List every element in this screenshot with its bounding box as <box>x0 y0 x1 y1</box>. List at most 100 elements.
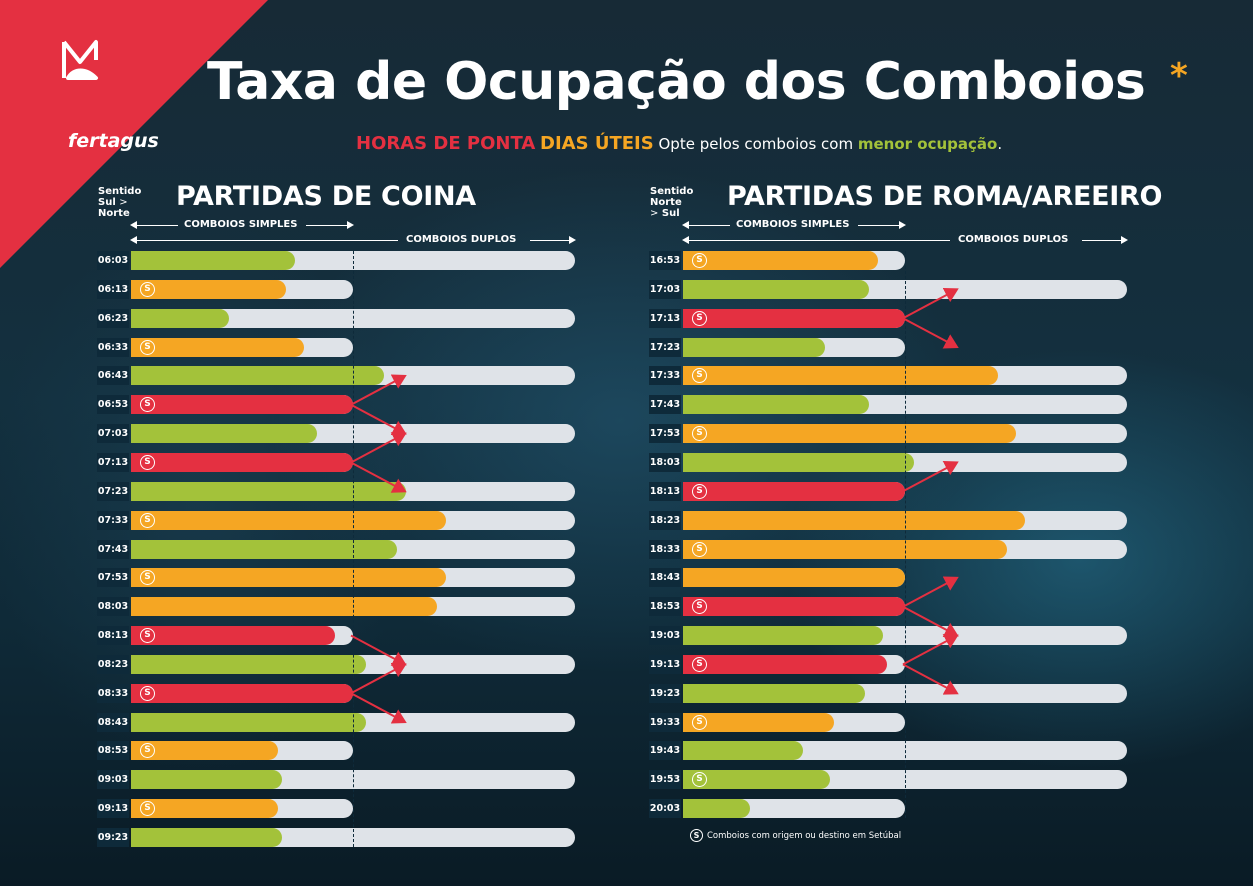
capacity-track-single: S <box>131 741 353 760</box>
train-row-0833: 08:33 S <box>97 684 575 703</box>
departure-time: 06:13 <box>97 280 129 299</box>
occupancy-bar-red <box>131 684 353 703</box>
departure-time: 17:53 <box>649 424 681 443</box>
occupancy-bar-green <box>131 482 406 501</box>
transfer-arrow <box>902 663 959 695</box>
train-row-1923: 19:23 <box>649 684 1127 703</box>
direction-sep: > <box>119 197 128 208</box>
departure-time: 17:03 <box>649 280 681 299</box>
departure-time: 07:43 <box>97 540 129 559</box>
occupancy-bar-orange <box>131 741 278 760</box>
simple-capacity-divider <box>353 251 354 847</box>
capacity-track-single: S <box>131 395 353 414</box>
capacity-track-single: S <box>683 713 905 732</box>
setubal-icon: S <box>140 340 155 355</box>
occupancy-bar-green <box>683 684 865 703</box>
footnote: S Comboios com origem ou destino em Setúb… <box>690 829 901 842</box>
direction-label-roma: Sentido Norte > Sul <box>650 186 693 219</box>
departure-time: 07:13 <box>97 453 129 472</box>
departure-time: 08:23 <box>97 655 129 674</box>
legend-duplos-arrow-right <box>1082 236 1128 244</box>
setubal-icon: S <box>140 628 155 643</box>
departure-time: 08:13 <box>97 626 129 645</box>
occupancy-bar-green <box>131 251 295 270</box>
direction-sep: > <box>650 208 659 219</box>
departure-time: 06:33 <box>97 338 129 357</box>
legend-duplos-arrow-left <box>130 236 398 244</box>
panel-title-coina: PARTIDAS DE COINA <box>176 181 476 212</box>
occupancy-bar-orange <box>131 511 446 530</box>
departure-time: 07:23 <box>97 482 129 501</box>
page-title: Taxa de Ocupação dos Comboios <box>207 52 1146 112</box>
departure-time: 09:13 <box>97 799 129 818</box>
fertagus-logo: fertagus <box>30 38 159 152</box>
departure-time: 18:13 <box>649 482 681 501</box>
transfer-arrow <box>902 287 959 320</box>
capacity-track-single: S <box>131 799 353 818</box>
setubal-icon: S <box>692 715 707 730</box>
legend-simples-arrow-left <box>682 221 730 229</box>
departure-time: 07:53 <box>97 568 129 587</box>
occupancy-bar-orange <box>683 424 1016 443</box>
train-row-0853: 08:53 S <box>97 741 575 760</box>
capacity-track-single: S <box>683 309 905 328</box>
departure-time: 08:03 <box>97 597 129 616</box>
occupancy-bar-orange <box>683 366 998 385</box>
subtitle-advice: Opte pelos comboios com <box>658 135 854 153</box>
departure-time: 08:53 <box>97 741 129 760</box>
departure-time: 09:23 <box>97 828 129 847</box>
setubal-icon: S <box>140 397 155 412</box>
occupancy-bar-red <box>683 597 905 616</box>
setubal-icon: S <box>690 829 703 842</box>
occupancy-bar-green <box>131 713 366 732</box>
occupancy-bar-green <box>683 770 830 789</box>
train-row-0813: 08:13 S <box>97 626 575 645</box>
occupancy-bar-green <box>683 395 869 414</box>
direction-to: Norte <box>98 208 130 219</box>
departure-time: 08:33 <box>97 684 129 703</box>
occupancy-bar-orange <box>131 280 286 299</box>
train-row-0703: 07:03 <box>97 424 575 443</box>
departure-time: 19:23 <box>649 684 681 703</box>
setubal-icon: S <box>140 513 155 528</box>
setubal-icon: S <box>140 801 155 816</box>
occupancy-bar-green <box>683 741 803 760</box>
direction-word: Sentido <box>650 186 694 197</box>
capacity-track-single: S <box>683 597 905 616</box>
occupancy-bar-green <box>683 626 883 645</box>
direction-to: Sul <box>661 208 680 219</box>
train-row-1653: 16:53 S <box>649 251 1127 270</box>
occupancy-bar-orange <box>131 338 304 357</box>
occupancy-bar-red <box>131 453 353 472</box>
legend-simples: COMBOIOS SIMPLES <box>736 219 850 230</box>
subtitle-lower-occupancy: menor ocupação <box>857 135 998 153</box>
occupancy-bar-green <box>131 309 229 328</box>
capacity-track-single: S <box>131 684 353 703</box>
setubal-icon: S <box>692 484 707 499</box>
departure-time: 09:03 <box>97 770 129 789</box>
occupancy-bar-green <box>131 540 397 559</box>
departure-time: 18:43 <box>649 568 681 587</box>
occupancy-bar-green <box>683 453 914 472</box>
subtitle-weekdays: DIAS ÚTEIS <box>540 133 654 154</box>
departure-time: 06:03 <box>97 251 129 270</box>
legend-simples-arrow-right <box>858 221 906 229</box>
departure-time: 19:13 <box>649 655 681 674</box>
transfer-arrow <box>350 692 407 724</box>
occupancy-bar-orange <box>683 511 1025 530</box>
train-row-1843: 18:43 <box>649 568 1127 587</box>
departure-time: 18:33 <box>649 540 681 559</box>
setubal-icon: S <box>692 542 707 557</box>
setubal-icon: S <box>692 772 707 787</box>
setubal-icon: S <box>140 570 155 585</box>
departure-time: 07:33 <box>97 511 129 530</box>
train-row-0713: 07:13 S <box>97 453 575 472</box>
direction-word: Sentido <box>98 186 142 197</box>
occupancy-bar-green <box>131 424 317 443</box>
transfer-arrow <box>902 576 959 608</box>
setubal-icon: S <box>692 599 707 614</box>
panel-title-roma: PARTIDAS DE ROMA/AREEIRO <box>727 181 1163 212</box>
capacity-track-single: S <box>131 453 353 472</box>
occupancy-bar-green <box>683 338 825 357</box>
occupancy-bar-green <box>683 280 869 299</box>
